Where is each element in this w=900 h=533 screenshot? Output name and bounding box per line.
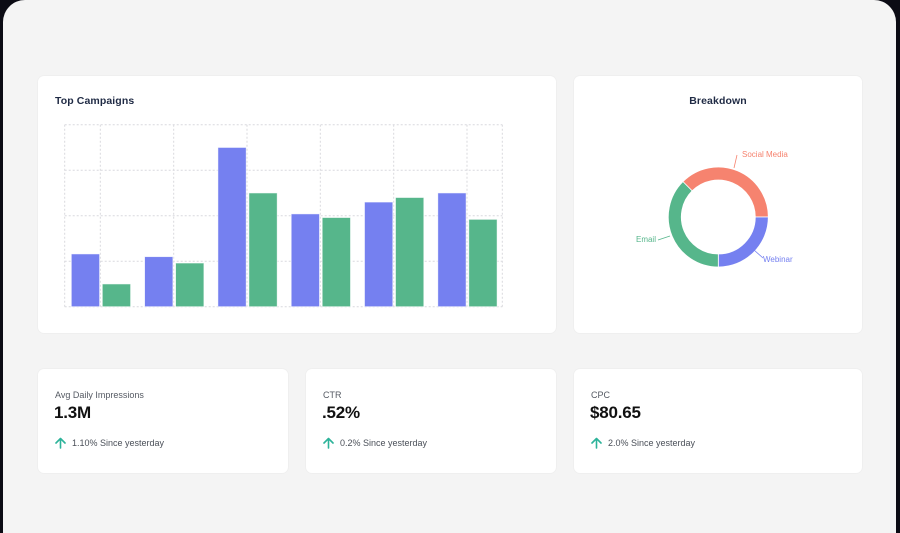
bar-series-b-5[interactable] bbox=[395, 197, 425, 308]
bar-series-b-1[interactable] bbox=[101, 283, 132, 308]
stat-value: 1.3M bbox=[54, 403, 91, 422]
bar-series-b-6[interactable] bbox=[468, 218, 498, 308]
bar-series-a-1[interactable] bbox=[70, 253, 100, 308]
bar-series-b-3[interactable] bbox=[248, 192, 278, 308]
bar-series-b-2[interactable] bbox=[175, 262, 205, 308]
top-campaigns-card: Top Campaigns bbox=[38, 76, 556, 333]
bar-series-a-3[interactable] bbox=[217, 147, 247, 308]
arrow-up-icon bbox=[591, 437, 602, 449]
breakdown-card: Breakdown Social Media Webinar Email bbox=[574, 76, 862, 333]
donut-label-email: Email bbox=[636, 235, 656, 244]
stat-value: .52% bbox=[322, 403, 360, 422]
donut-labels: Social Media Webinar Email bbox=[636, 150, 793, 264]
stat-label: CPC bbox=[591, 390, 611, 400]
stat-delta: 2.0% Since yesterday bbox=[591, 437, 695, 449]
donut-segments bbox=[667, 166, 769, 268]
stat-delta-text: 0.2% Since yesterday bbox=[340, 438, 428, 448]
top-campaigns-title: Top Campaigns bbox=[55, 95, 135, 107]
bar-series-a-4[interactable] bbox=[290, 213, 320, 308]
arrow-up-icon bbox=[55, 437, 66, 449]
donut-segment-social-media[interactable] bbox=[682, 166, 769, 218]
bar-series-b-4[interactable] bbox=[321, 217, 351, 308]
stat-delta: 1.10% Since yesterday bbox=[55, 437, 164, 449]
stat-label: Avg Daily Impressions bbox=[55, 390, 144, 400]
stat-delta-text: 1.10% Since yesterday bbox=[72, 438, 165, 448]
donut-segment-email[interactable] bbox=[667, 181, 719, 268]
stat-label: CTR bbox=[323, 390, 342, 400]
donut-segment-webinar[interactable] bbox=[717, 216, 769, 268]
stat-card-avg-daily-impressions: Avg Daily Impressions 1.3M 1.10% Since y… bbox=[38, 369, 288, 473]
stat-card-cpc: CPC $80.65 2.0% Since yesterday bbox=[574, 369, 862, 473]
donut-label-webinar: Webinar bbox=[763, 255, 793, 264]
top-campaigns-bar-chart bbox=[64, 124, 503, 308]
breakdown-title: Breakdown bbox=[689, 95, 747, 107]
bar-series-a-2[interactable] bbox=[144, 256, 174, 308]
bar-series-a-5[interactable] bbox=[364, 201, 394, 308]
stat-card-ctr: CTR .52% 0.2% Since yesterday bbox=[306, 369, 556, 473]
breakdown-donut-chart: Social Media Webinar Email bbox=[636, 150, 793, 268]
stat-value: $80.65 bbox=[590, 403, 641, 422]
bar-series-a-6[interactable] bbox=[437, 192, 467, 308]
stat-delta: 0.2% Since yesterday bbox=[323, 437, 427, 449]
stat-delta-text: 2.0% Since yesterday bbox=[608, 438, 696, 448]
chart-grid bbox=[64, 124, 503, 308]
donut-label-social-media: Social Media bbox=[742, 150, 788, 159]
arrow-up-icon bbox=[323, 437, 334, 449]
bars bbox=[70, 147, 498, 308]
